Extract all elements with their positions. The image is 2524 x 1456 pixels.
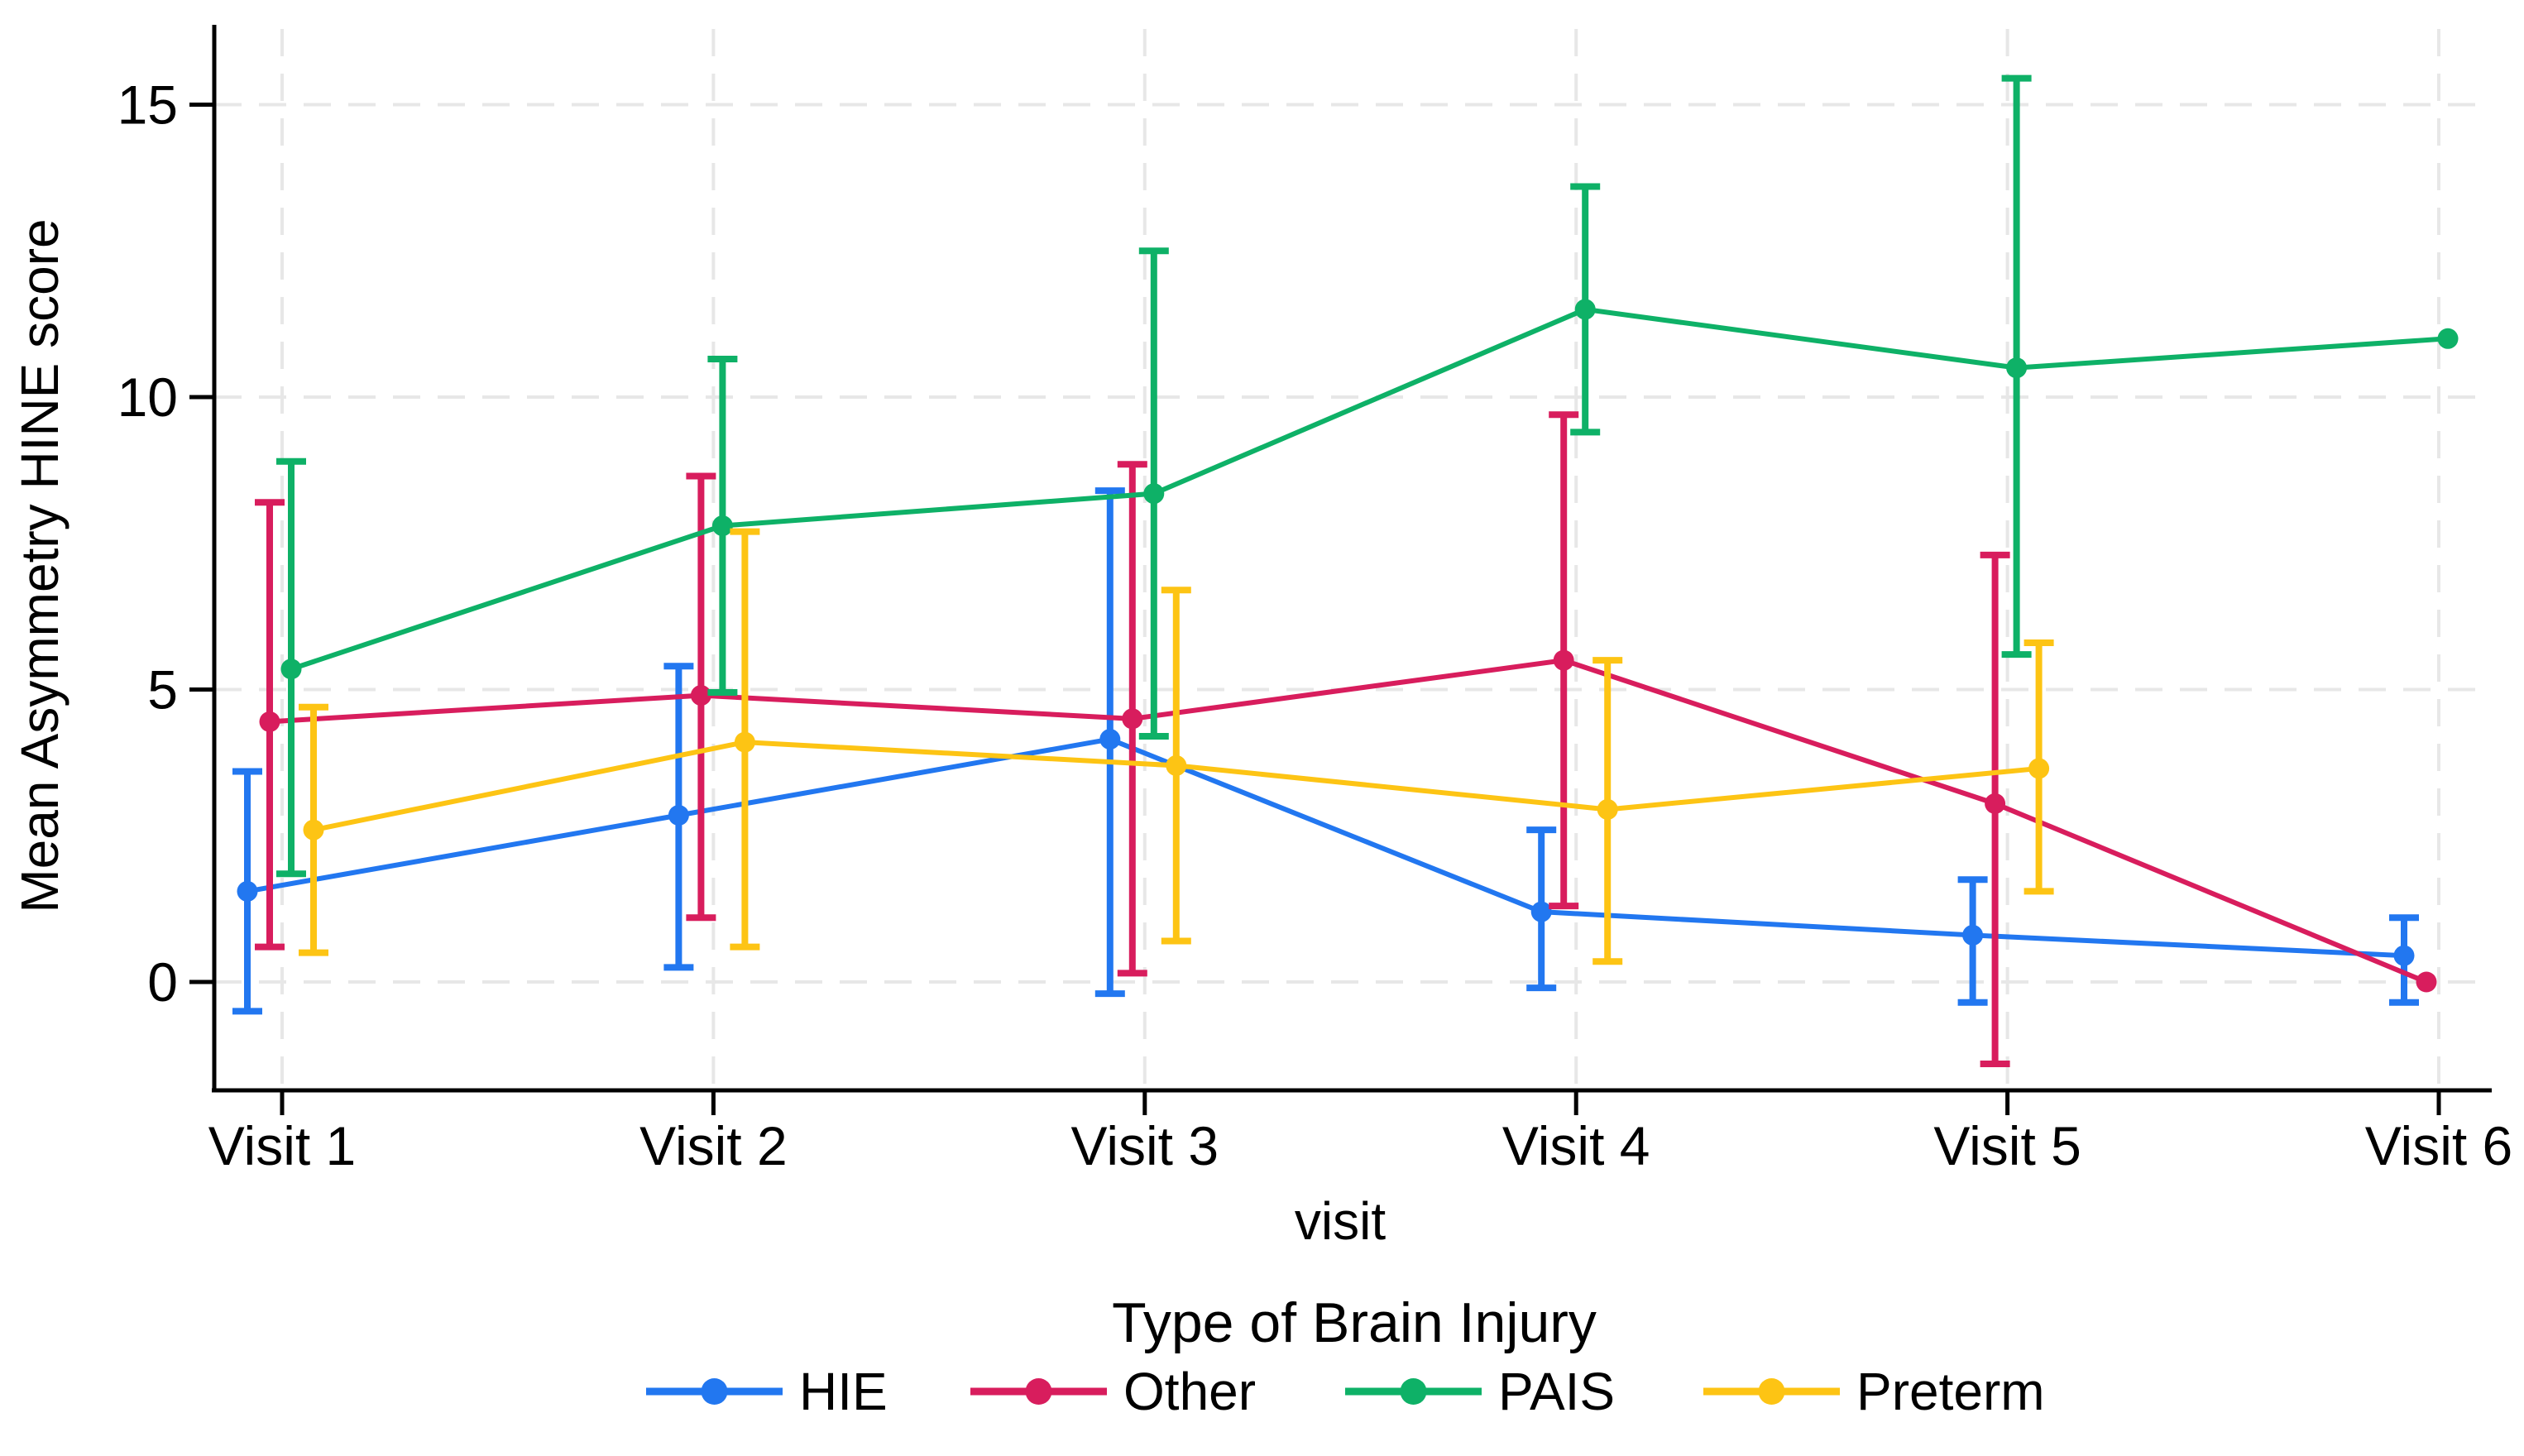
data-point-Preterm-visit-2: [734, 731, 755, 753]
series-HIE: [232, 487, 2419, 1015]
legend-swatch-Preterm: [1758, 1378, 1785, 1405]
data-point-PAIS-visit-1: [280, 659, 302, 680]
x-axis-title: visit: [1295, 1191, 1386, 1251]
legend-title: Type of Brain Injury: [1112, 1291, 1597, 1354]
data-point-PAIS-visit-5: [2006, 357, 2028, 379]
data-point-Preterm-visit-4: [1597, 798, 1618, 820]
x-tick-label-2: Visit 2: [639, 1115, 788, 1176]
legend-swatch-HIE: [701, 1378, 728, 1405]
legend-item-Other: Other: [970, 1362, 1256, 1421]
data-point-HIE-visit-1: [237, 880, 258, 902]
series-line-HIE: [247, 736, 2405, 959]
legend-item-Preterm: Preterm: [1703, 1362, 2045, 1421]
axes: [189, 25, 2492, 1115]
legend-label-PAIS: PAIS: [1498, 1362, 1615, 1421]
x-tick-label-4: Visit 4: [1502, 1115, 1650, 1176]
legend-item-HIE: HIE: [646, 1362, 888, 1421]
data-point-Preterm-visit-1: [303, 819, 324, 841]
x-tick-label-6: Visit 6: [2365, 1115, 2513, 1176]
series-Preterm: [299, 528, 2054, 965]
legend-item-PAIS: PAIS: [1345, 1362, 1615, 1421]
data-point-Preterm-visit-3: [1166, 754, 1187, 776]
legend-label-Other: Other: [1123, 1362, 1256, 1421]
x-tick-label-3: Visit 3: [1071, 1115, 1219, 1176]
data-point-Preterm-visit-5: [2028, 758, 2050, 779]
series-PAIS: [276, 74, 2459, 878]
x-tick-label-5: Visit 5: [1933, 1115, 2081, 1176]
data-point-HIE-visit-3: [1099, 729, 1121, 750]
data-point-HIE-visit-2: [668, 805, 689, 826]
y-tick-label-5: 5: [147, 659, 178, 721]
gridlines: [214, 29, 2492, 1090]
y-tick-label-15: 15: [117, 74, 178, 136]
legend-label-Preterm: Preterm: [1856, 1362, 2045, 1421]
data-point-PAIS-visit-4: [1574, 299, 1596, 320]
series-Other: [255, 411, 2437, 1067]
data-point-HIE-visit-5: [1962, 924, 1984, 946]
data-point-HIE-visit-4: [1530, 901, 1552, 922]
legend: HIE Other PAIS Preterm: [646, 1362, 2045, 1421]
series-line-Other: [269, 658, 2428, 984]
x-tick-label-1: Visit 1: [208, 1115, 357, 1176]
y-axis-title: Mean Asymmetry HINE score: [10, 218, 69, 912]
data-point-Other-visit-3: [1122, 708, 1143, 730]
data-point-Other-visit-2: [690, 685, 711, 706]
legend-label-HIE: HIE: [799, 1362, 888, 1421]
data-point-Other-visit-5: [1985, 793, 2006, 814]
series-line-PAIS: [290, 306, 2449, 672]
y-tick-label-10: 10: [117, 366, 178, 428]
legend-swatch-Other: [1025, 1378, 1052, 1405]
data-point-PAIS-visit-3: [1143, 483, 1165, 505]
data-point-HIE-visit-6: [2393, 945, 2415, 966]
data-series: [232, 74, 2459, 1067]
y-tick-label-0: 0: [147, 951, 178, 1013]
data-point-Other-visit-4: [1553, 649, 1574, 671]
data-point-Other-visit-1: [259, 711, 280, 732]
data-point-PAIS-visit-2: [711, 515, 733, 537]
data-point-Other-visit-6: [2416, 971, 2437, 993]
legend-swatch-PAIS: [1400, 1378, 1427, 1405]
axis-tick-labels: 0 5 10 15 Visit 1 Visit 2 Visit 3 Visit 4 Visit …: [117, 74, 2513, 1177]
data-point-PAIS-visit-6: [2437, 328, 2459, 349]
